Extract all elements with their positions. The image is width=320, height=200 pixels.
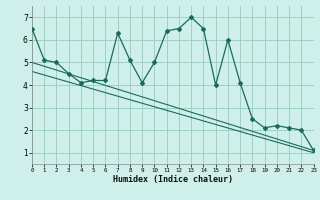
X-axis label: Humidex (Indice chaleur): Humidex (Indice chaleur) <box>113 175 233 184</box>
